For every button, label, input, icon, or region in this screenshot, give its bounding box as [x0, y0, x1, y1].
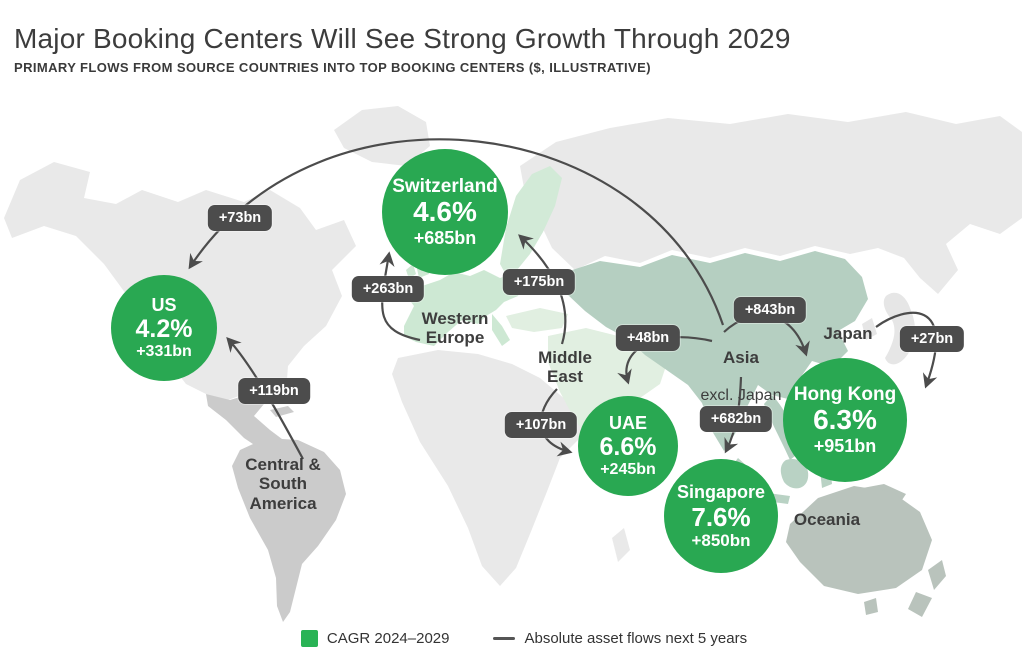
booking-center-hong-kong: Hong Kong 6.3% +951bn	[783, 358, 907, 482]
region-label-middle-east: Middle East	[538, 348, 592, 387]
landmass-korea	[862, 318, 877, 340]
landmass-madagascar	[612, 528, 630, 562]
center-name-switzerland: Switzerland	[392, 176, 498, 198]
flow-badge-asia-to-uae: +48bn	[615, 325, 681, 351]
region-oceania-australia	[786, 486, 932, 594]
legend-cagr-label: CAGR 2024–2029	[326, 630, 450, 647]
region-label-asia: Asia excl. Japan	[701, 329, 782, 425]
flow-badge-western-europe-to-switzerland: +263bn	[351, 276, 425, 302]
region-label-japan: Japan	[823, 324, 873, 343]
region-asia-borneo	[780, 458, 809, 489]
legend: CAGR 2024–2029 Absolute asset flows next…	[0, 630, 1024, 647]
booking-center-us: US 4.2% +331bn	[111, 275, 217, 381]
center-name-hong-kong: Hong Kong	[793, 384, 897, 406]
region-label-western-europe: Western Europe	[421, 309, 489, 348]
landmass-russia	[520, 112, 1022, 294]
flow-arrow-japan-to-hong-kong	[875, 311, 938, 389]
legend-item-flows: Absolute asset flows next 5 years	[493, 630, 747, 647]
flow-arrow-western-europe-to-switzerland	[379, 251, 421, 342]
landmass-south-america	[232, 438, 346, 622]
center-cagr-us: 4.2%	[135, 314, 193, 343]
region-oceania-new-zealand-north	[928, 560, 946, 590]
flow-arrow-asia-to-us	[188, 138, 725, 326]
region-western-europe-italy	[492, 314, 510, 346]
region-middle-east-turkey	[506, 308, 568, 332]
region-label-oceania: Oceania	[793, 510, 861, 529]
center-name-us: US	[151, 295, 177, 316]
booking-center-singapore: Singapore 7.6% +850bn	[664, 459, 778, 573]
center-cagr-hong-kong: 6.3%	[813, 404, 877, 436]
flow-badge-japan-to-hong-kong: +27bn	[899, 326, 965, 352]
page-subtitle: PRIMARY FLOWS FROM SOURCE COUNTRIES INTO…	[14, 60, 651, 75]
booking-center-switzerland: Switzerland 4.6% +685bn	[382, 149, 508, 275]
region-western-europe-ireland	[406, 264, 416, 279]
region-oceania-new-zealand-south	[908, 592, 932, 617]
legend-item-cagr: CAGR 2024–2029	[300, 630, 450, 647]
region-western-europe-main	[404, 270, 524, 346]
landmass-africa	[392, 350, 596, 586]
flow-badge-middle-east-to-uae: +107bn	[504, 412, 578, 438]
landmass-greenland	[334, 106, 430, 166]
center-cagr-switzerland: 4.6%	[413, 196, 477, 228]
center-cagr-uae: 6.6%	[599, 432, 657, 461]
center-cagr-singapore: 7.6%	[691, 501, 751, 532]
center-flow-uae: +245bn	[600, 460, 656, 478]
legend-flows-label: Absolute asset flows next 5 years	[524, 630, 748, 647]
region-label-asia-subtitle: excl. Japan	[700, 387, 782, 405]
center-name-singapore: Singapore	[676, 482, 765, 503]
page-title: Major Booking Centers Will See Strong Gr…	[14, 22, 791, 54]
center-flow-singapore: +850bn	[691, 530, 751, 550]
region-oceania-tasmania	[864, 598, 878, 615]
flow-line-icon	[493, 637, 516, 640]
region-label-central-south-america: Central & South America	[245, 455, 321, 513]
center-flow-switzerland: +685bn	[413, 227, 477, 248]
flow-badge-asia-to-us: +73bn	[207, 205, 273, 231]
booking-center-uae: UAE 6.6% +245bn	[578, 396, 678, 496]
center-flow-hong-kong: +951bn	[813, 435, 877, 456]
center-name-uae: UAE	[608, 413, 647, 434]
flow-badge-central-south-america-to-us: +119bn	[238, 378, 310, 404]
region-label-asia-title: Asia	[723, 348, 759, 368]
center-flow-us: +331bn	[136, 342, 192, 360]
flow-badge-asia-to-singapore: +682bn	[699, 406, 773, 432]
cagr-swatch-icon	[300, 630, 318, 647]
flow-badge-asia-to-hong-kong: +843bn	[733, 297, 807, 323]
region-western-europe-scandinavia	[500, 166, 562, 273]
flow-badge-middle-east-to-switzerland: +175bn	[502, 269, 576, 295]
